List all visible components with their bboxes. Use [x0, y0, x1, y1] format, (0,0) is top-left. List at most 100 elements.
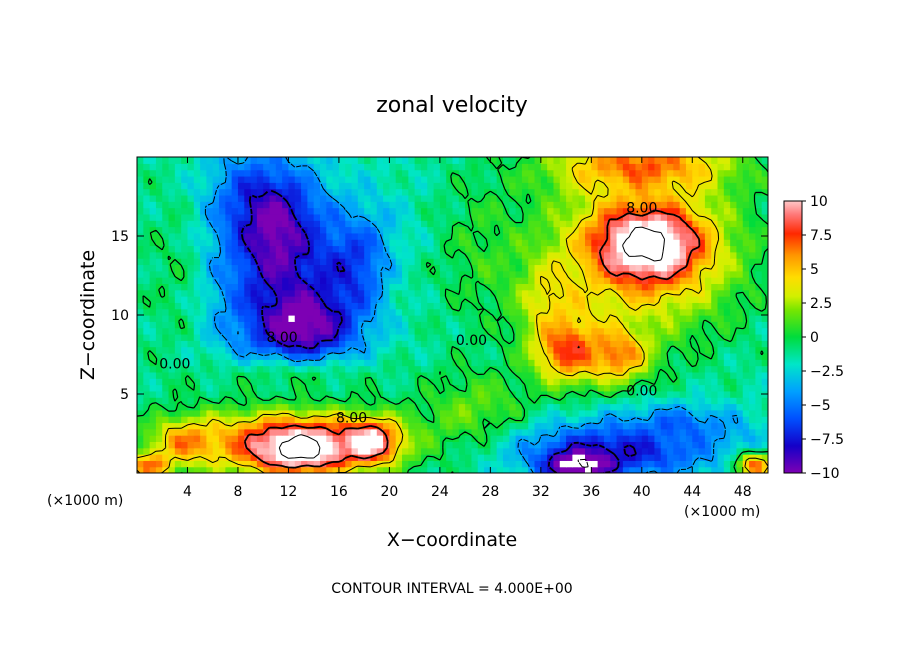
heatmap-cell [597, 352, 605, 360]
heatmap-cell [622, 321, 630, 329]
heatmap-cell [534, 220, 542, 228]
heatmap-cell [162, 371, 170, 379]
heatmap-cell [553, 422, 561, 430]
heatmap-cell [648, 327, 656, 335]
heatmap-cell [742, 213, 750, 221]
heatmap-cell [711, 207, 719, 215]
heatmap-cell [521, 175, 529, 183]
heatmap-cell [263, 194, 271, 202]
heatmap-cell [181, 447, 189, 455]
heatmap-cell [237, 460, 245, 468]
heatmap-cell [654, 163, 662, 171]
heatmap-cell [364, 194, 372, 202]
heatmap-cell [622, 454, 630, 461]
heatmap-cell [414, 175, 422, 183]
heatmap-cell [540, 441, 548, 449]
heatmap-cell [433, 289, 441, 297]
heatmap-cell [174, 245, 182, 253]
heatmap-cell [225, 245, 233, 253]
heatmap-cell [528, 315, 536, 322]
heatmap-cell [465, 194, 473, 202]
heatmap-cell [200, 365, 208, 373]
heatmap-cell [761, 378, 768, 386]
heatmap-cell [616, 188, 624, 196]
heatmap-cell [420, 428, 428, 436]
heatmap-cell [755, 175, 763, 183]
heatmap-cell [509, 333, 517, 341]
heatmap-cell [275, 428, 283, 436]
heatmap-cell [755, 239, 763, 247]
heatmap-cell [559, 340, 567, 348]
heatmap-cell [168, 194, 176, 202]
heatmap-cell [332, 390, 340, 398]
heatmap-cell [736, 390, 744, 398]
heatmap-cell [282, 397, 290, 405]
heatmap-cell [219, 371, 226, 379]
heatmap-cell [685, 435, 693, 442]
heatmap-cell [509, 277, 517, 284]
heatmap-cell [294, 188, 302, 196]
heatmap-cell [597, 403, 605, 411]
heatmap-cell [332, 207, 340, 215]
heatmap-cell [553, 245, 561, 253]
heatmap-cell [648, 258, 656, 266]
heatmap-cell [622, 340, 630, 348]
heatmap-cell [591, 340, 599, 348]
heatmap-cell [187, 397, 195, 405]
heatmap-cell [591, 207, 599, 215]
heatmap-cell [231, 333, 239, 341]
heatmap-cell [685, 194, 693, 202]
heatmap-cell [364, 371, 372, 379]
heatmap-cell [698, 264, 706, 272]
heatmap-cell [629, 321, 637, 329]
heatmap-cell [547, 428, 555, 436]
heatmap-cell [427, 175, 435, 183]
heatmap-cell [717, 315, 725, 322]
heatmap-cell [559, 201, 567, 209]
heatmap-cell [433, 428, 441, 436]
heatmap-cell [534, 157, 542, 164]
heatmap-cell [521, 397, 529, 405]
heatmap-cell [761, 422, 768, 430]
heatmap-cell [187, 251, 195, 259]
heatmap-cell [427, 277, 435, 284]
heatmap-cell [288, 226, 296, 234]
heatmap-cell [654, 315, 662, 322]
heatmap-cell [168, 340, 176, 348]
heatmap-cell [509, 169, 517, 177]
heatmap-cell [528, 302, 536, 310]
heatmap-cell [547, 207, 555, 215]
heatmap-cell [585, 333, 592, 341]
heatmap-cell [187, 213, 195, 221]
heatmap-cell [484, 182, 491, 190]
heatmap-cell [187, 321, 195, 329]
heatmap-cell [155, 296, 163, 303]
heatmap-cell [219, 232, 226, 240]
heatmap-cell [256, 346, 264, 354]
heatmap-cell [597, 384, 605, 392]
heatmap-cell [458, 333, 466, 341]
heatmap-cell [471, 182, 479, 190]
heatmap-cell [174, 239, 182, 247]
heatmap-cell [389, 308, 397, 316]
heatmap-cell [484, 277, 491, 284]
heatmap-cell [667, 384, 674, 392]
heatmap-cell [477, 220, 485, 228]
heatmap-cell [648, 188, 656, 196]
heatmap-cell [395, 270, 403, 278]
heatmap-cell [420, 302, 428, 310]
heatmap-cell [667, 371, 674, 379]
heatmap-cell [282, 346, 290, 354]
heatmap-cell [521, 466, 529, 473]
heatmap-cell [673, 416, 681, 424]
heatmap-cell [458, 201, 466, 209]
heatmap-cell [761, 460, 768, 468]
heatmap-cell [616, 157, 624, 164]
heatmap-cell [174, 289, 182, 297]
heatmap-cell [679, 397, 687, 405]
heatmap-cell [540, 289, 548, 297]
heatmap-cell [566, 308, 573, 316]
heatmap-cell [622, 163, 630, 171]
heatmap-cell [547, 352, 555, 360]
heatmap-cell [761, 359, 768, 367]
